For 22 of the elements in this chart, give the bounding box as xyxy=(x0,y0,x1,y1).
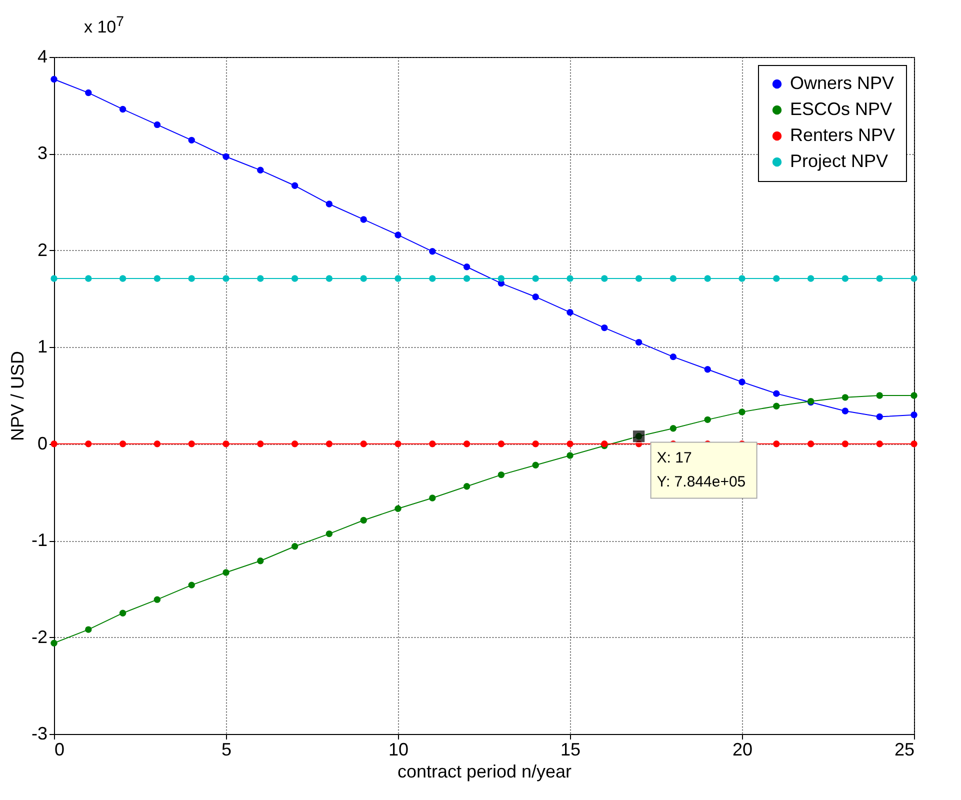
y-tick-label: -1 xyxy=(31,530,48,550)
x-tick-label: 20 xyxy=(732,740,753,760)
x-tick-label: 0 xyxy=(54,740,65,760)
text: x 10$^{7}$ xyxy=(84,14,124,38)
annotation: X: 17 Y: 7.844e+05 xyxy=(656,449,746,490)
legend-label: ESCOs NPV xyxy=(790,99,892,119)
y-tick-label: 2 xyxy=(37,240,48,260)
y-tick-label: 3 xyxy=(37,143,48,164)
y-tick-label: 0 xyxy=(37,433,48,454)
y-tick-label: 4 xyxy=(37,46,48,66)
x-tick-label: 10 xyxy=(388,740,409,760)
y-tick-label: 1 xyxy=(37,336,48,357)
legend-label: Renters NPV xyxy=(790,125,896,145)
x-tick-label: 5 xyxy=(221,740,232,760)
y-tick-label: -3 xyxy=(31,724,48,744)
x-tick-label: 15 xyxy=(560,740,581,760)
y-axis-title: NPV / USD xyxy=(7,350,28,442)
x-tick-label: 25 xyxy=(894,740,914,760)
legend-label: Owners NPV xyxy=(790,73,894,93)
legend-label: Project NPV xyxy=(790,151,888,171)
y-tick-label: -2 xyxy=(31,626,48,647)
x-axis-title: contract period n/year xyxy=(397,762,572,782)
